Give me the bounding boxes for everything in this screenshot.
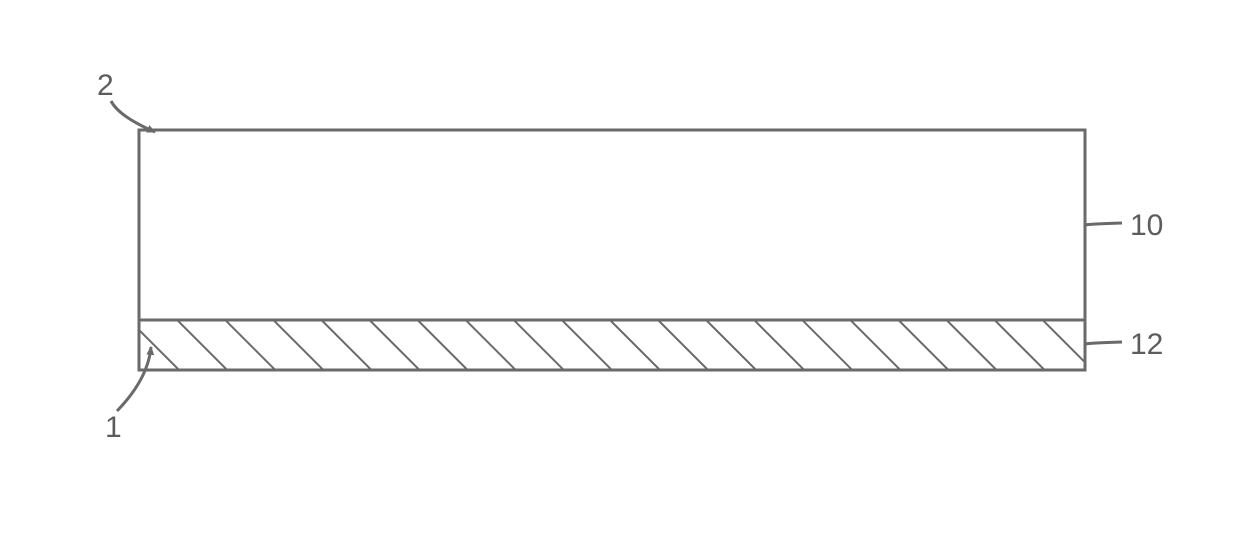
callout-label-2: 2 <box>97 69 114 102</box>
lower-layer-hatched <box>139 320 1085 370</box>
upper-layer <box>139 130 1085 320</box>
callout-leader-10 <box>1085 223 1122 225</box>
callout-leader-12 <box>1085 342 1122 344</box>
callout-leader-2 <box>111 101 155 132</box>
callout-label-12: 12 <box>1130 328 1163 361</box>
callout-label-10: 10 <box>1130 209 1163 242</box>
callout-label-1: 1 <box>105 411 122 444</box>
